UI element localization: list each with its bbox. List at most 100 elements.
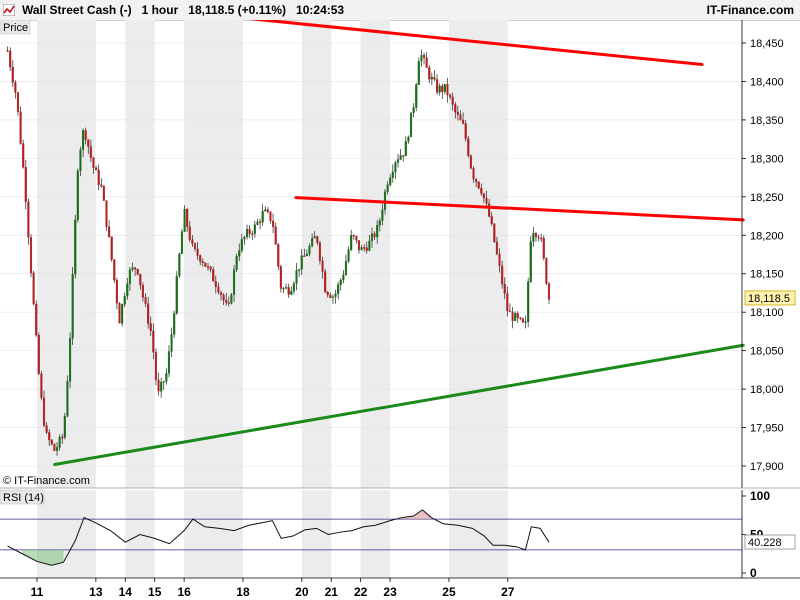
candle-body [516,313,519,318]
candle-body [324,271,327,293]
candle-body [321,260,324,272]
y-tick-label: 18,250 [750,192,784,204]
y-tick-label: 18,450 [750,38,784,50]
candle-body [82,130,85,150]
candle-body [165,373,168,382]
x-tick-label: 14 [119,585,133,599]
candle-body [355,236,358,241]
candle-body [449,94,452,98]
candle-body [396,159,400,163]
candle-body [100,184,103,187]
candle-body [58,436,61,448]
candle-body [141,285,144,298]
watermark: © IT-Finance.com [3,475,90,487]
candle-body [495,241,498,255]
x-tick-label: 18 [236,585,250,599]
candle-body [217,286,220,293]
candle-body [326,292,329,296]
candle-body [253,224,256,234]
rsi-panel-label-box [0,489,45,505]
candle-body [134,267,137,270]
candle-body [92,157,95,169]
rsi-panel-label: RSI (14) [3,492,44,504]
candle-body [311,237,314,247]
candle-body [292,283,295,292]
candle-body [456,112,459,115]
candle-body [503,284,506,294]
candle-body [282,288,285,290]
candle-body [472,168,475,180]
candle-body [477,181,480,189]
candle-body [113,259,116,281]
candle-body [118,303,121,324]
candle-body [95,167,98,171]
candle-body [337,284,340,294]
candle-body [272,220,275,228]
candle-body [248,229,251,234]
candle-body [102,186,105,201]
candle-body [37,334,40,374]
candle-body [251,233,254,235]
price-candles [6,46,551,456]
candle-body [532,233,535,242]
candle-body [225,299,228,303]
candle-body [97,169,100,186]
y-tick-label: 18,350 [750,115,784,127]
candle-body [76,170,79,220]
candle-body [19,111,22,144]
candle-body [22,143,25,168]
candle-body [147,303,150,324]
trendlines [53,20,745,466]
x-tick-label: 13 [89,585,103,599]
candle-body [167,351,171,374]
candle-body [529,241,532,282]
candle-body [342,274,345,281]
candle-body [128,269,131,284]
candle-body [105,200,108,227]
candle-body [199,255,202,262]
candle-body [305,253,308,256]
candle-body [490,216,493,224]
candle-body [40,373,43,398]
candle-body [399,155,402,160]
candle-body [245,229,249,238]
candle-body [235,256,238,270]
candle-body [488,203,491,217]
price-panel-label: Price [3,22,28,34]
candle-body [329,294,332,298]
candle-body [162,381,165,383]
candle-body [402,155,405,157]
candle-body [378,220,381,226]
candle-body [11,66,14,83]
x-tick-label: 25 [442,585,456,599]
candle-body [425,57,428,68]
candle-body [420,54,423,62]
price-panel-label-box [0,20,31,35]
candle-body [240,239,243,251]
candle-body [540,237,543,240]
candle-body [508,310,511,313]
candle-body [376,225,379,238]
candle-body [285,287,288,289]
candle-body [298,269,301,271]
chart-logo-icon [3,4,15,16]
candle-body [422,54,426,58]
candle-body [394,162,397,173]
candle-body [462,119,465,124]
candle-body [391,171,394,179]
last-rsi-tag-text: 40.228 [748,537,782,549]
price-grid [0,42,742,467]
candle-body [48,432,51,441]
y-tick-label: 18,200 [750,230,784,242]
candle-body [334,293,337,297]
candle-body [175,275,178,314]
candle-body [438,85,441,93]
candle-body [212,269,215,282]
brand-label: IT-Finance.com [706,3,794,17]
candle-body [381,209,384,221]
candle-body [191,239,194,244]
candle-body [417,61,420,85]
candle-body [6,50,9,52]
candle-body [201,261,204,263]
